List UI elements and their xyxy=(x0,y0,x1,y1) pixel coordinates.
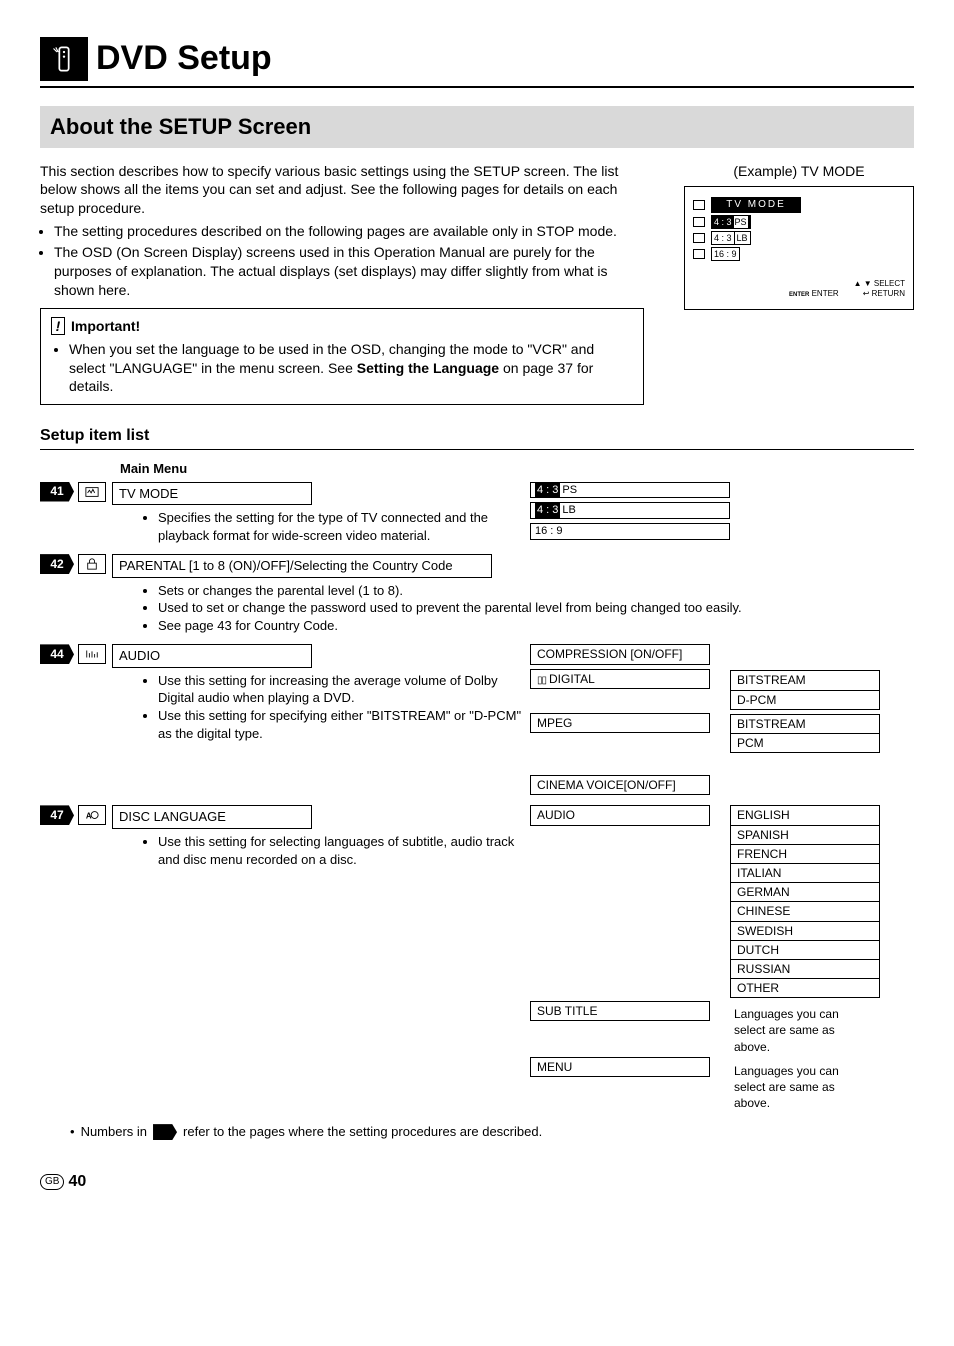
page-ref-badge: 44 xyxy=(40,644,74,664)
option-pcm: PCM xyxy=(730,734,880,753)
lang-option: ENGLISH xyxy=(730,805,880,825)
page-title-row: DVD Setup xyxy=(40,36,914,88)
example-box: (Example) TV MODE TV MODE 4 : 3PS 4 : 3L… xyxy=(684,162,914,311)
lang-option: FRENCH xyxy=(730,845,880,864)
region-badge: GB xyxy=(40,1174,64,1190)
tv-icon xyxy=(693,200,705,210)
audio-desc: Use this setting for increasing the aver… xyxy=(158,672,530,707)
tvmode-desc: Specifies the setting for the type of TV… xyxy=(158,509,530,544)
intro-block: This section describes how to specify va… xyxy=(40,162,914,406)
page-number: 40 xyxy=(68,1171,86,1193)
option-bitstream: BITSTREAM xyxy=(730,714,880,734)
remote-icon xyxy=(40,37,88,81)
option-menu: MENU xyxy=(530,1057,710,1077)
option-43lb: 4 : 3LB xyxy=(530,502,730,519)
option-subtitle: SUB TITLE xyxy=(530,1001,710,1021)
parental-desc: See page 43 for Country Code. xyxy=(158,617,914,635)
lock-icon xyxy=(693,217,705,227)
page-ref-chip-icon xyxy=(153,1124,177,1140)
intro-bullet: The OSD (On Screen Display) screens used… xyxy=(54,243,644,300)
page-ref-badge: 41 xyxy=(40,482,74,502)
subtitle-note: Languages you can select are same as abo… xyxy=(730,1004,870,1057)
example-select-label: SELECT xyxy=(874,279,905,288)
lang-icon xyxy=(693,249,705,259)
lang-option: CHINESE xyxy=(730,902,880,921)
section-title: About the SETUP Screen xyxy=(40,106,914,148)
example-option: 4 : 3LB xyxy=(711,231,751,245)
warning-icon: ! xyxy=(51,317,65,335)
tv-icon xyxy=(78,482,106,502)
important-title: Important! xyxy=(71,317,140,336)
option-43ps: 4 : 3PS xyxy=(530,482,730,499)
lang-option: GERMAN xyxy=(730,883,880,902)
important-text: When you set the language to be used in … xyxy=(69,340,633,397)
option-dpcm: D-PCM xyxy=(730,691,880,710)
audio-icon xyxy=(78,644,106,664)
intro-paragraph: This section describes how to specify va… xyxy=(40,162,644,219)
option-169: 16 : 9 xyxy=(530,523,730,540)
option-audio: AUDIO xyxy=(530,805,710,825)
menu-note: Languages you can select are same as abo… xyxy=(730,1061,870,1114)
lang-option: DUTCH xyxy=(730,941,880,960)
footnote: • Numbers in refer to the pages where th… xyxy=(40,1123,914,1141)
page-ref-badge: 47 xyxy=(40,805,74,825)
main-menu-label: Main Menu xyxy=(120,460,914,478)
parental-desc: Used to set or change the password used … xyxy=(158,599,914,617)
option-bitstream: BITSTREAM xyxy=(730,670,880,690)
menu-audio: AUDIO xyxy=(112,644,312,668)
page-title: DVD Setup xyxy=(96,36,272,82)
lang-option: RUSSIAN xyxy=(730,960,880,979)
audio-desc: Use this setting for specifying either "… xyxy=(158,707,530,742)
example-return-label: RETURN xyxy=(872,289,905,298)
option-cinemavoice: CINEMA VOICE[ON/OFF] xyxy=(530,775,710,795)
lang-option: SWEDISH xyxy=(730,922,880,941)
page-ref-badge: 42 xyxy=(40,554,74,574)
option-digital: ▯▯DIGITAL xyxy=(530,669,710,690)
disclang-desc: Use this setting for selecting languages… xyxy=(158,833,530,868)
example-enter-label: ENTER xyxy=(812,289,839,298)
example-option-selected: 4 : 3PS xyxy=(711,215,751,229)
lang-option: OTHER xyxy=(730,979,880,998)
audio-icon xyxy=(693,233,705,243)
setup-item-list-heading: Setup item list xyxy=(40,425,914,450)
lock-icon xyxy=(78,554,106,574)
example-label: (Example) TV MODE xyxy=(684,162,914,181)
language-icon: A xyxy=(78,805,106,825)
lang-option: ITALIAN xyxy=(730,864,880,883)
example-option: 16 : 9 xyxy=(711,247,740,261)
menu-disclanguage: DISC LANGUAGE xyxy=(112,805,312,829)
option-compression: COMPRESSION [ON/OFF] xyxy=(530,644,710,664)
intro-bullet: The setting procedures described on the … xyxy=(54,222,644,241)
dolby-icon: ▯▯ xyxy=(537,674,546,688)
menu-parental: PARENTAL [1 to 8 (ON)/OFF]/Selecting the… xyxy=(112,554,492,578)
parental-desc: Sets or changes the parental level (1 to… xyxy=(158,582,914,600)
tvmode-header: TV MODE xyxy=(711,197,801,213)
option-mpeg: MPEG xyxy=(530,713,710,733)
important-box: ! Important! When you set the language t… xyxy=(40,308,644,406)
menu-tvmode: TV MODE xyxy=(112,482,312,506)
lang-option: SPANISH xyxy=(730,826,880,845)
page-footer: GB 40 xyxy=(40,1171,914,1193)
